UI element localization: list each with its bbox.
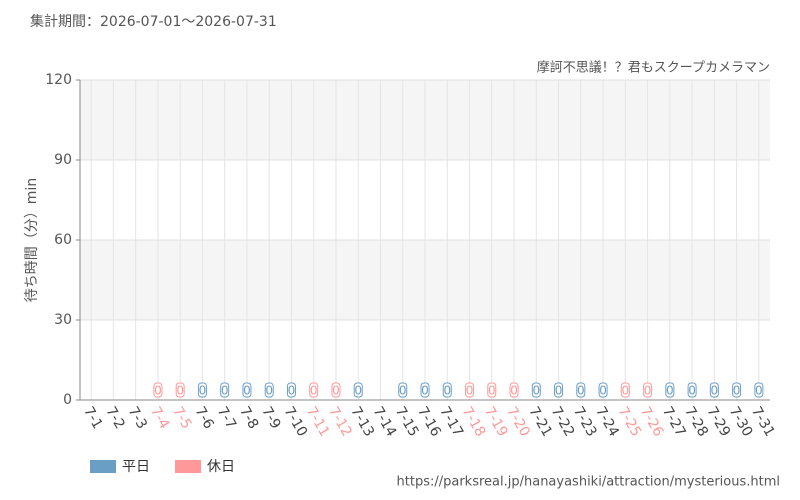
value-label: 0	[399, 384, 407, 398]
value-label-box	[242, 382, 252, 398]
legend-label: 平日	[122, 459, 150, 475]
x-tick-label: 7-8	[236, 404, 261, 432]
value-label: 0	[599, 384, 607, 398]
value-label-box	[576, 382, 586, 398]
value-label: 0	[644, 384, 652, 398]
value-label: 0	[443, 384, 451, 398]
value-label: 0	[176, 384, 184, 398]
x-tick-label: 7-5	[169, 404, 194, 432]
value-label: 0	[688, 384, 696, 398]
value-label: 0	[310, 384, 318, 398]
value-label-box	[620, 382, 630, 398]
y-tick-label: 120	[45, 72, 72, 88]
value-label: 0	[488, 384, 496, 398]
y-tick-label: 0	[63, 392, 72, 408]
y-tick-label: 60	[54, 232, 72, 248]
value-label-box	[598, 382, 608, 398]
value-label: 0	[265, 384, 273, 398]
value-label-box	[643, 382, 653, 398]
y-axis-label: 待ち時間（分）min	[24, 178, 40, 302]
value-label: 0	[755, 384, 763, 398]
x-tick-label: 7-7	[214, 404, 239, 432]
x-tick-label: 7-31	[748, 404, 778, 440]
value-label-box	[665, 382, 675, 398]
legend-swatch	[90, 460, 116, 473]
value-label: 0	[421, 384, 429, 398]
x-tick-label: 7-9	[258, 404, 283, 432]
value-label-box	[554, 382, 564, 398]
value-label: 0	[532, 384, 540, 398]
value-label-box	[286, 382, 296, 398]
x-tick-label: 7-3	[125, 404, 150, 432]
value-label-box	[264, 382, 274, 398]
value-label: 0	[199, 384, 207, 398]
value-label: 0	[288, 384, 296, 398]
value-label-box	[487, 382, 497, 398]
value-label-box	[197, 382, 207, 398]
value-label: 0	[666, 384, 674, 398]
value-label-box	[353, 382, 363, 398]
x-tick-label: 7-1	[80, 404, 105, 432]
value-label-box	[153, 382, 163, 398]
x-tick-label: 7-4	[147, 404, 172, 432]
value-label-box	[220, 382, 230, 398]
value-label-box	[465, 382, 475, 398]
value-label: 0	[577, 384, 585, 398]
chart-subtitle: 摩訶不思議！？君もスクープカメラマン	[537, 60, 770, 76]
value-label: 0	[555, 384, 563, 398]
value-label: 0	[510, 384, 518, 398]
x-tick-label: 7-2	[102, 404, 127, 432]
y-tick-label: 90	[54, 152, 72, 168]
value-label-box	[709, 382, 719, 398]
value-label: 0	[711, 384, 719, 398]
value-label-box	[331, 382, 341, 398]
value-label-box	[175, 382, 185, 398]
value-label-box	[732, 382, 742, 398]
source-url: https://parksreal.jp/hanayashiki/attract…	[397, 475, 780, 490]
value-label-box	[420, 382, 430, 398]
value-label-box	[309, 382, 319, 398]
value-label: 0	[243, 384, 251, 398]
legend-swatch	[175, 460, 201, 473]
value-label-box	[531, 382, 541, 398]
value-label: 0	[466, 384, 474, 398]
value-label: 0	[221, 384, 229, 398]
y-tick-label: 30	[54, 312, 72, 328]
value-label: 0	[733, 384, 741, 398]
value-label: 0	[622, 384, 630, 398]
chart-title: 集計期間：2026-07-01～2026-07-31	[30, 13, 277, 30]
x-tick-label: 7-6	[191, 404, 216, 432]
value-label-box	[398, 382, 408, 398]
value-label-box	[509, 382, 519, 398]
value-label-box	[687, 382, 697, 398]
value-label-box	[442, 382, 452, 398]
value-label: 0	[332, 384, 340, 398]
legend-label: 休日	[207, 459, 235, 475]
value-label: 0	[354, 384, 362, 398]
value-label-box	[754, 382, 764, 398]
value-label: 0	[154, 384, 162, 398]
